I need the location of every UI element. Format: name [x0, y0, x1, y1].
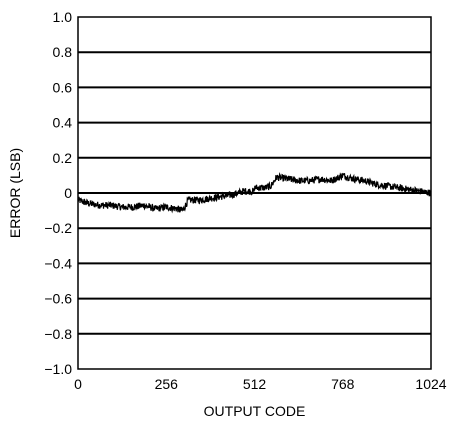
- y-tick-label: 0.4: [53, 115, 73, 131]
- x-axis-label: OUTPUT CODE: [204, 403, 306, 419]
- y-tick-label: −0.6: [44, 291, 72, 307]
- y-tick-label: −0.8: [44, 326, 72, 342]
- y-tick-labels: 1.0 0.8 0.6 0.4 0.2 0 −0.2 −0.4 −0.6 −0.8 −1.0: [44, 9, 72, 377]
- x-tick-label: 256: [155, 376, 179, 392]
- grid-lines: [78, 51, 431, 335]
- x-tick-label: 1024: [415, 376, 446, 392]
- x-tick-labels: 0 256 512 768 1024: [74, 376, 447, 392]
- error-series-line: [77, 171, 432, 214]
- y-tick-label: 0.2: [53, 150, 73, 166]
- y-tick-label: 0: [64, 185, 72, 201]
- y-tick-label: −0.4: [44, 255, 72, 271]
- y-tick-label: −1.0: [44, 361, 72, 377]
- x-tick-label: 0: [74, 376, 82, 392]
- x-tick-label: 768: [331, 376, 355, 392]
- y-axis-label: ERROR (LSB): [7, 148, 23, 238]
- y-tick-label: −0.2: [44, 220, 72, 236]
- x-tick-label: 512: [243, 376, 267, 392]
- y-tick-label: 1.0: [53, 9, 73, 25]
- y-tick-label: 0.8: [53, 44, 73, 60]
- y-tick-label: 0.6: [53, 79, 73, 95]
